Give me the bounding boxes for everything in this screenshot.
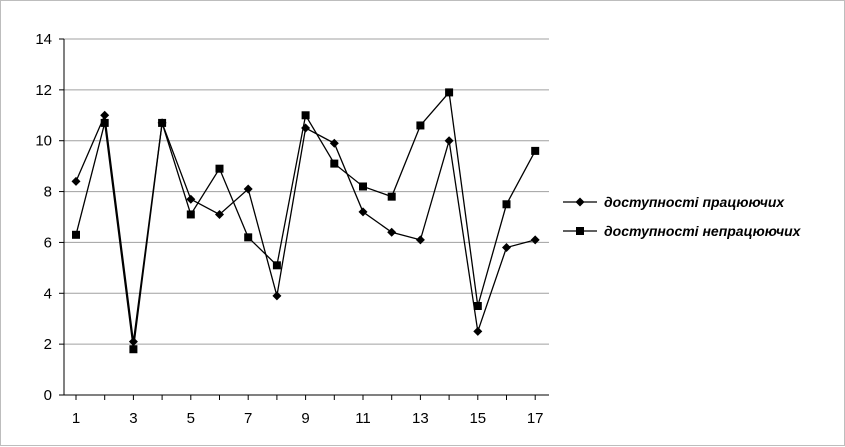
data-point-2-12: [387, 192, 396, 201]
series-line-1: [75, 112, 536, 342]
legend: доступності працюючих доступності непрацю…: [563, 194, 802, 239]
y-tick-label: 14: [35, 31, 52, 48]
y-tick-label: 8: [44, 184, 52, 201]
data-point-1-16: [502, 243, 511, 253]
y-tick-label: 4: [44, 285, 52, 302]
data-point-1-14: [444, 136, 454, 146]
data-point-2-6: [215, 164, 224, 173]
data-point-1-6: [215, 209, 224, 219]
data-point-1-12: [387, 227, 397, 237]
data-point-1-15: [473, 326, 483, 336]
legend-item-2: доступності непрацюючих: [563, 223, 802, 239]
x-tick-label: 15: [469, 410, 486, 427]
data-point-2-5: [186, 210, 195, 219]
legend-marker-2: [576, 227, 584, 235]
data-point-2-17: [531, 146, 540, 155]
data-point-2-9: [301, 111, 310, 120]
x-tick-label: 13: [412, 410, 429, 427]
data-point-2-3: [129, 345, 138, 354]
series-2: [72, 88, 540, 354]
series-lines: [71, 88, 540, 354]
data-point-2-1: [72, 230, 80, 239]
y-tick-label: 2: [44, 336, 52, 353]
y-tick-label: 0: [44, 387, 52, 404]
data-point-2-11: [359, 182, 367, 191]
data-point-1-3: [128, 337, 138, 347]
data-point-2-15: [473, 302, 482, 310]
data-point-2-16: [502, 200, 511, 209]
data-point-1-5: [186, 194, 196, 204]
legend-label: доступності непрацюючих: [604, 223, 802, 239]
data-point-2-10: [330, 159, 339, 168]
gridlines: [64, 38, 549, 345]
x-tick-label: 5: [187, 410, 195, 427]
data-point-1-10: [329, 138, 339, 148]
x-tick-label: 1: [72, 410, 80, 427]
data-point-2-13: [416, 121, 425, 130]
x-tick-label: 9: [301, 410, 309, 427]
data-point-1-2: [100, 110, 110, 120]
data-point-2-4: [158, 118, 167, 127]
series-1: [71, 110, 540, 347]
data-point-1-17: [530, 235, 540, 245]
y-tick-label: 6: [44, 234, 52, 251]
y-tick-label: 10: [35, 133, 52, 150]
data-point-1-7: [243, 184, 253, 194]
data-point-1-1: [71, 176, 81, 186]
data-point-1-13: [415, 235, 425, 245]
data-point-1-11: [358, 207, 368, 217]
data-point-1-8: [272, 291, 282, 301]
x-tick-label: 11: [355, 410, 371, 427]
data-point-2-8: [272, 261, 281, 270]
x-tick-label: 7: [244, 410, 252, 427]
legend-label: доступності працюючих: [604, 194, 785, 210]
data-point-2-7: [244, 233, 253, 242]
legend-item-1: доступності працюючих: [563, 194, 785, 210]
data-point-2-14: [445, 88, 454, 97]
x-tick-label: 17: [527, 410, 544, 427]
legend-marker-1: [575, 197, 585, 207]
x-tick-label: 3: [129, 410, 137, 427]
data-point-2-2: [100, 118, 109, 127]
y-tick-label: 12: [35, 82, 52, 99]
